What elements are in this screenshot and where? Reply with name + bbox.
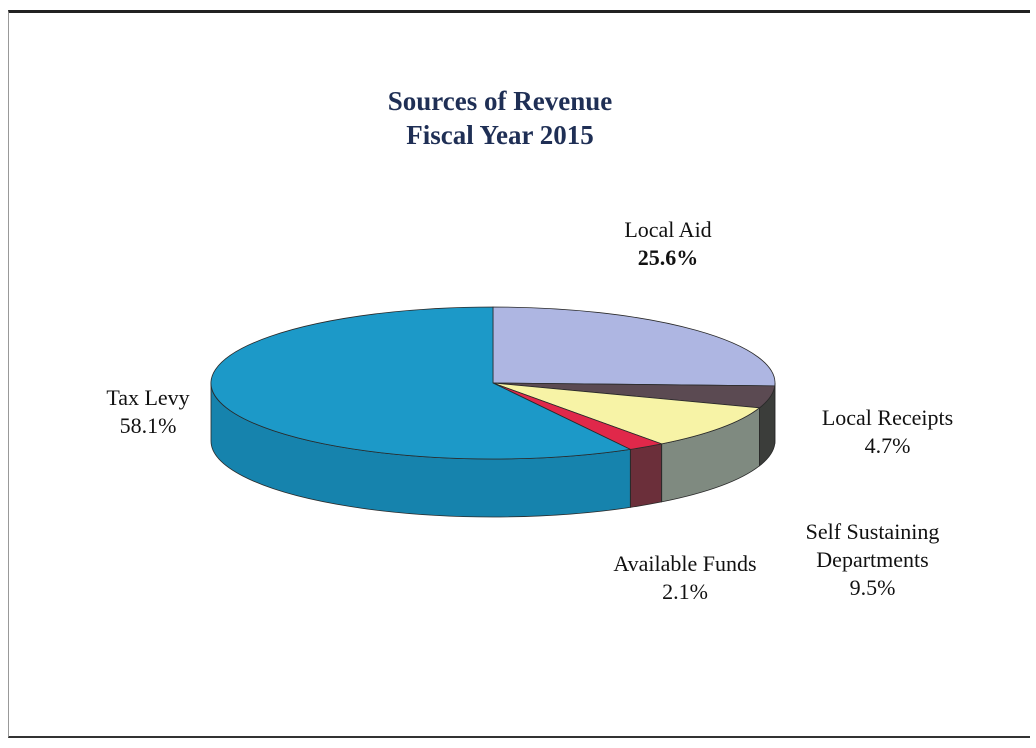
pie-top-faces — [210, 306, 776, 460]
label-local-receipts-name: Local Receipts — [821, 405, 954, 430]
label-available-funds: Available Funds 2.1% — [590, 550, 780, 606]
label-self-sustaining: Self Sustaining Departments 9.5% — [785, 518, 960, 602]
pie-cut-faces — [629, 407, 761, 508]
pie-slice-self-sustaining-departments — [492, 382, 761, 445]
label-self-sustaining-line2: Departments — [816, 547, 929, 572]
pie-slice-tax-levy — [210, 306, 632, 460]
label-self-sustaining-value: 9.5% — [849, 575, 896, 600]
label-local-aid-value: 25.6% — [637, 245, 699, 270]
label-tax-levy-value: 58.1% — [119, 413, 177, 438]
label-available-funds-value: 2.1% — [662, 579, 708, 604]
pie-slice-local-aid — [492, 306, 776, 387]
label-self-sustaining-line1: Self Sustaining — [805, 519, 940, 544]
label-local-aid: Local Aid 25.6% — [603, 216, 733, 272]
pie-side-available-funds — [630, 443, 663, 508]
chart-title: Sources of Revenue — [387, 86, 613, 116]
label-local-receipts: Local Receipts 4.7% — [800, 404, 975, 460]
label-tax-levy: Tax Levy 58.1% — [88, 384, 208, 440]
label-local-receipts-value: 4.7% — [864, 433, 911, 458]
chart-subtitle: Fiscal Year 2015 — [406, 120, 594, 150]
label-available-funds-name: Available Funds — [613, 551, 757, 576]
pie-side-walls — [210, 382, 776, 518]
label-local-aid-name: Local Aid — [624, 217, 712, 242]
label-tax-levy-name: Tax Levy — [106, 385, 190, 410]
